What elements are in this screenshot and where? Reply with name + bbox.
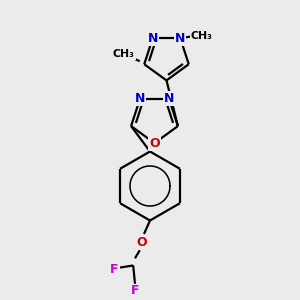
Text: N: N <box>164 92 174 105</box>
Text: O: O <box>136 236 147 249</box>
Text: CH₃: CH₃ <box>191 31 213 41</box>
Text: F: F <box>110 262 119 276</box>
Text: N: N <box>148 32 158 45</box>
Text: O: O <box>149 136 160 150</box>
Text: F: F <box>131 284 140 298</box>
Text: CH₃: CH₃ <box>113 49 135 59</box>
Text: N: N <box>175 32 185 45</box>
Text: N: N <box>135 92 145 105</box>
